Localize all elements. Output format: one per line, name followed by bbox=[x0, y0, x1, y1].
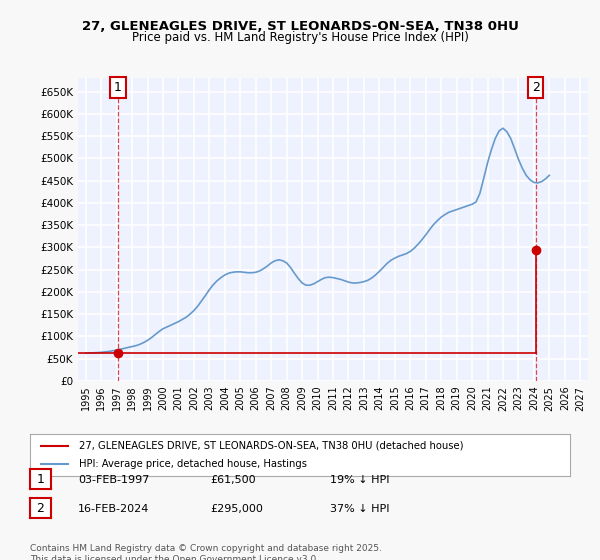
Text: 16-FEB-2024: 16-FEB-2024 bbox=[78, 504, 149, 514]
Text: 27, GLENEAGLES DRIVE, ST LEONARDS-ON-SEA, TN38 0HU: 27, GLENEAGLES DRIVE, ST LEONARDS-ON-SEA… bbox=[82, 20, 518, 32]
Text: 27, GLENEAGLES DRIVE, ST LEONARDS-ON-SEA, TN38 0HU (detached house): 27, GLENEAGLES DRIVE, ST LEONARDS-ON-SEA… bbox=[79, 441, 463, 451]
Text: 1: 1 bbox=[114, 81, 122, 94]
Text: 37% ↓ HPI: 37% ↓ HPI bbox=[330, 504, 389, 514]
Text: £295,000: £295,000 bbox=[210, 504, 263, 514]
Text: Price paid vs. HM Land Registry's House Price Index (HPI): Price paid vs. HM Land Registry's House … bbox=[131, 31, 469, 44]
Text: 2: 2 bbox=[37, 502, 44, 515]
Text: HPI: Average price, detached house, Hastings: HPI: Average price, detached house, Hast… bbox=[79, 459, 307, 469]
Text: Contains HM Land Registry data © Crown copyright and database right 2025.
This d: Contains HM Land Registry data © Crown c… bbox=[30, 544, 382, 560]
Text: 19% ↓ HPI: 19% ↓ HPI bbox=[330, 475, 389, 485]
Text: £61,500: £61,500 bbox=[210, 475, 256, 485]
Text: 1: 1 bbox=[37, 473, 44, 486]
Text: 2: 2 bbox=[532, 81, 540, 94]
Text: 03-FEB-1997: 03-FEB-1997 bbox=[78, 475, 149, 485]
